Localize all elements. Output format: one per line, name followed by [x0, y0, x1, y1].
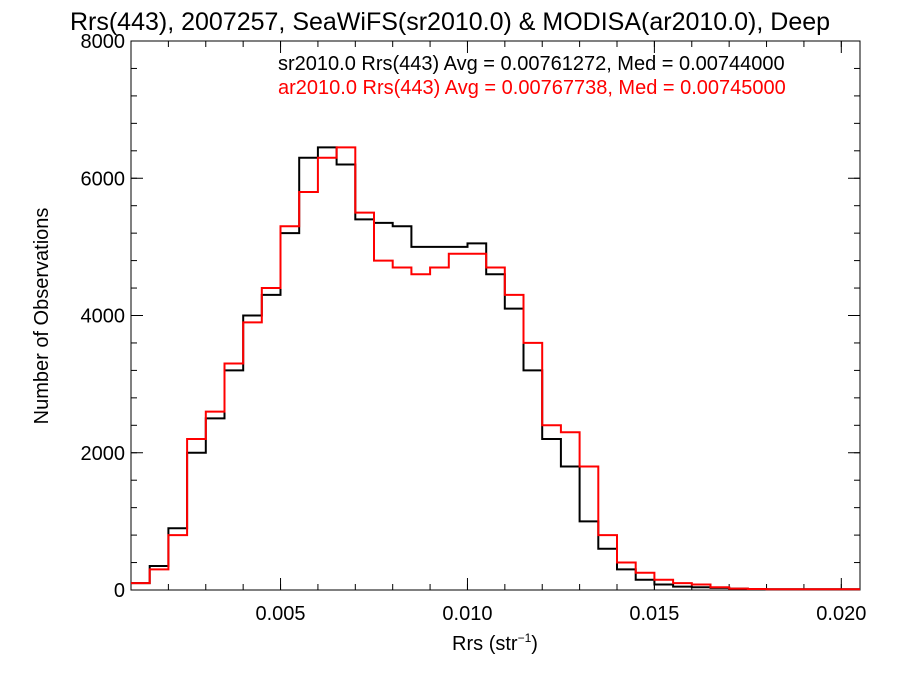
plot-frame — [130, 40, 861, 591]
y-tick-label: 0 — [114, 580, 125, 602]
chart-title: Rrs(443), 2007257, SeaWiFS(sr2010.0) & M… — [70, 8, 830, 36]
legend: sr2010.0 Rrs(443) Avg = 0.00761272, Med … — [278, 53, 786, 99]
x-tick-label: 0.020 — [816, 603, 866, 625]
x-axis: 0.005 0.010 0.015 0.020 — [130, 41, 866, 625]
y-axis: 0 2000 4000 6000 8000 — [81, 31, 860, 602]
series-line-1 — [131, 146, 860, 591]
series-layer — [131, 146, 860, 591]
y-tick-label: 2000 — [81, 443, 126, 465]
legend-entry-2: ar2010.0 Rrs(443) Avg = 0.00767738, Med … — [278, 77, 786, 99]
y-axis-label: Number of Observations — [31, 208, 53, 425]
y-tick-label: 4000 — [81, 306, 126, 328]
y-tick-label: 8000 — [81, 31, 126, 53]
x-tick-label: 0.010 — [442, 603, 492, 625]
series-line-2 — [131, 146, 860, 591]
x-axis-label-superscript: −1 — [518, 631, 532, 645]
x-axis-label: Rrs (str−1) — [452, 631, 538, 655]
legend-entry-1: sr2010.0 Rrs(443) Avg = 0.00761272, Med … — [278, 53, 785, 75]
x-tick-label: 0.015 — [629, 603, 679, 625]
y-tick-label: 6000 — [81, 168, 126, 190]
plot-border — [130, 40, 861, 591]
x-tick-label: 0.005 — [256, 603, 306, 625]
